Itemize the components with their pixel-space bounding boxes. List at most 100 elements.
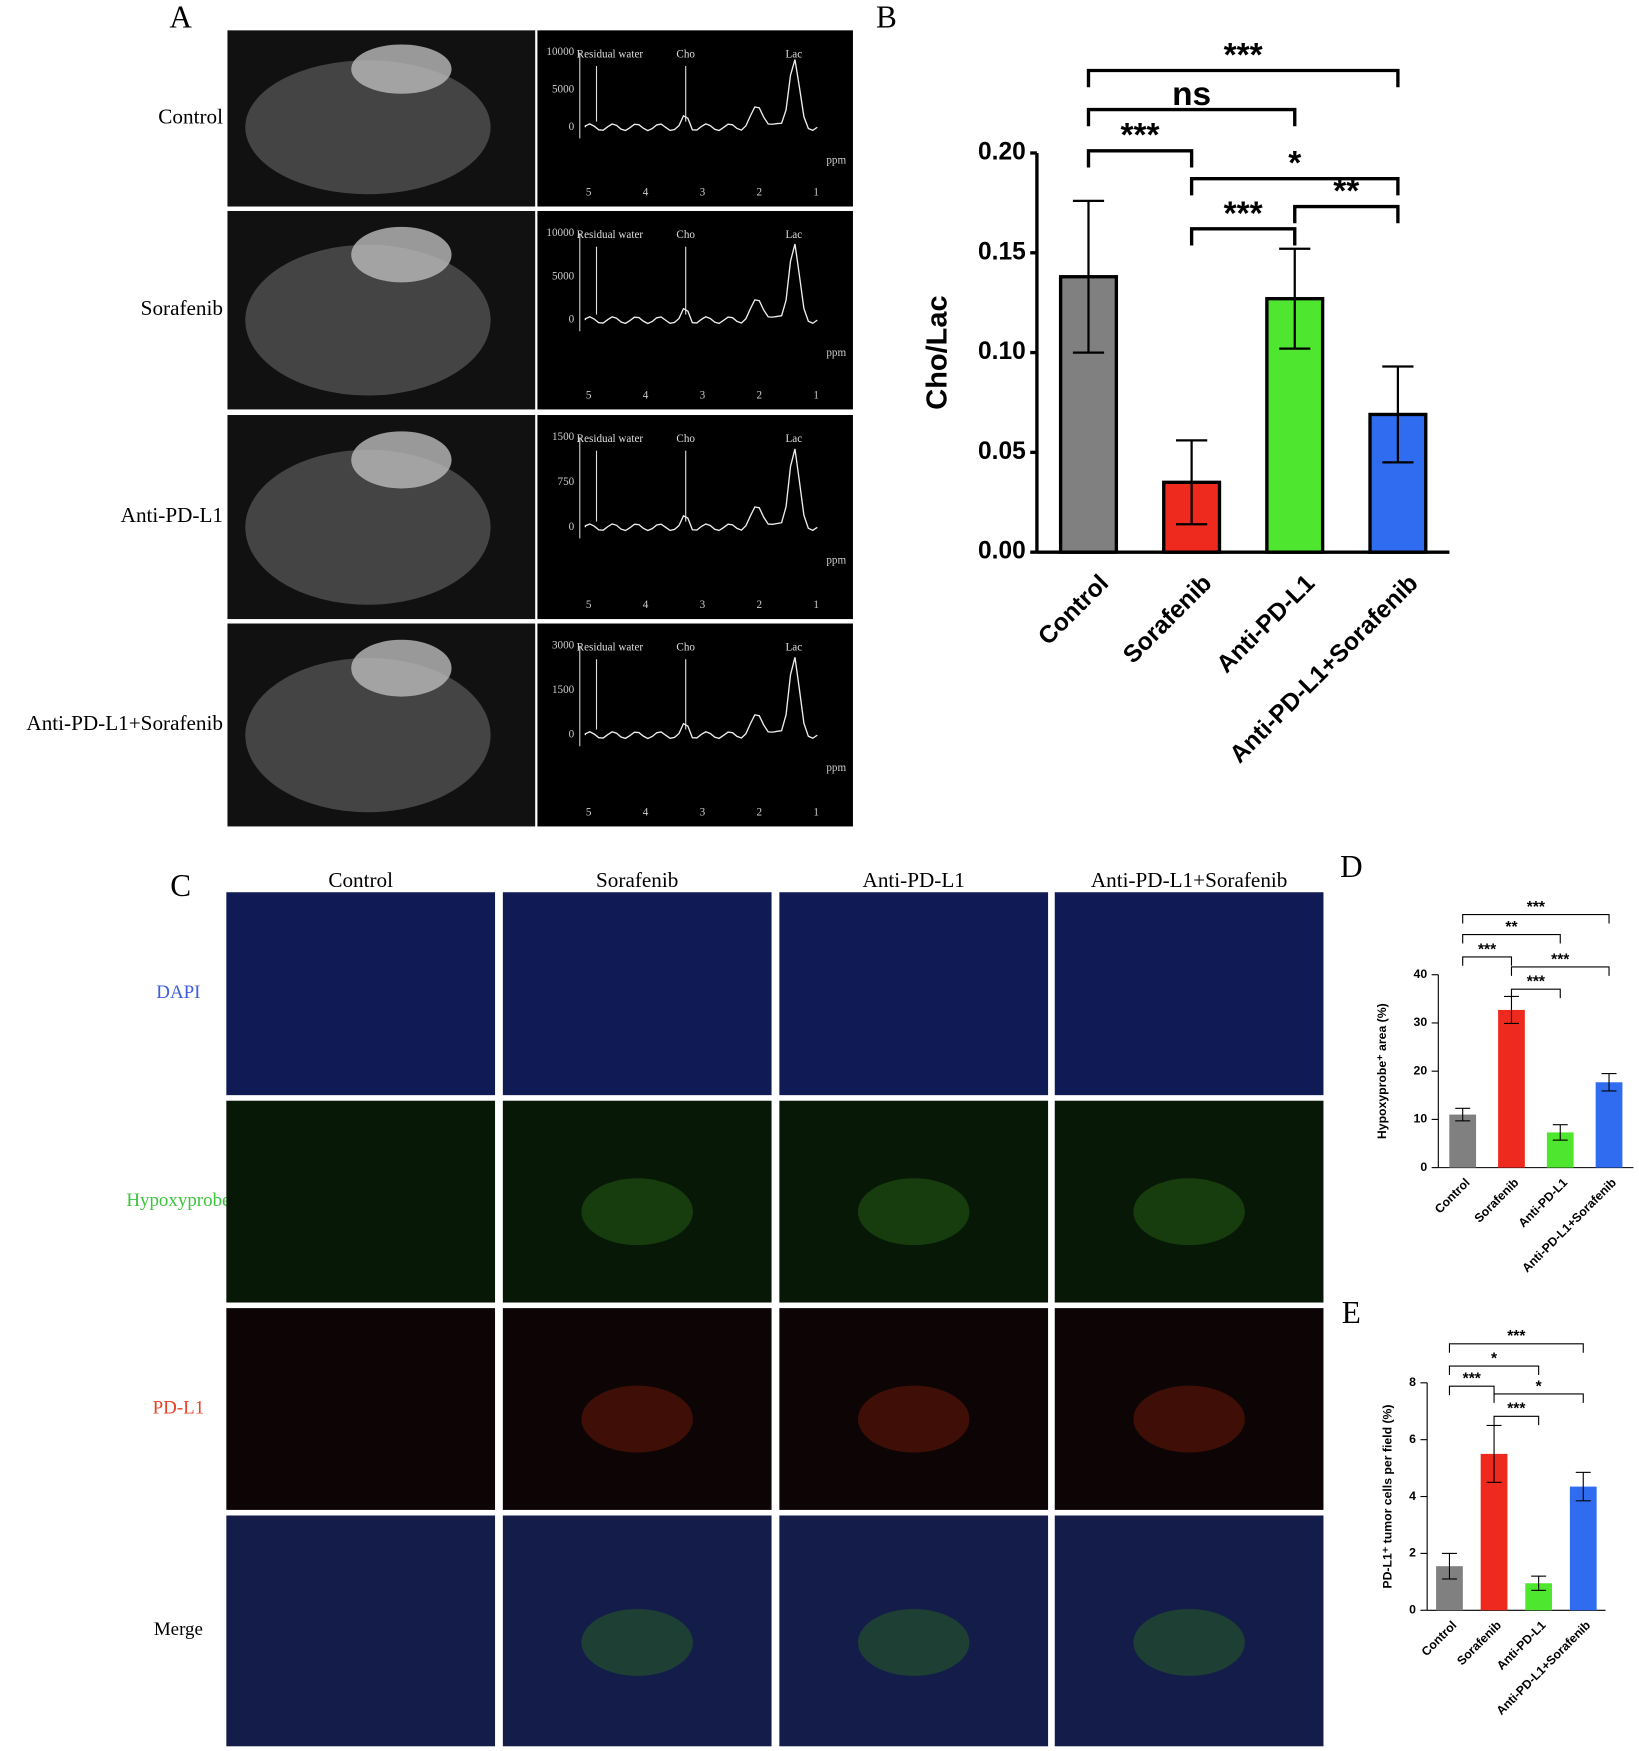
spectrum-xtick: 4 [643,807,649,819]
peak-label: Residual water [577,229,644,241]
significance-bracket [1510,966,1610,976]
peak-label: Lac [786,48,803,60]
peak-label: Residual water [577,642,644,654]
spectrum-xtick: 2 [757,187,763,199]
row-label: Anti-PD-L1+Sorafenib [26,711,223,735]
y-tick-label: 6 [1409,1432,1416,1446]
panel-letter: C [170,868,191,903]
significance-label: *** [1507,1401,1526,1418]
micrograph [1054,1100,1324,1303]
spectrum-ytick: 10000 [546,227,574,239]
micrograph [502,1308,772,1510]
spectrum-panel [537,415,853,620]
peak-label: Cho [676,48,695,60]
y-tick-label: 0.20 [978,138,1026,165]
significance-bracket [1086,68,1400,88]
significance-bracket [1448,1365,1540,1376]
spectrum-line [584,243,818,325]
spectrum-xtick: 5 [586,390,592,402]
row-label: DAPI [156,982,200,1003]
significance-label: *** [1224,37,1263,74]
spectrum-xtick: 2 [757,599,763,611]
spectrum-unit: ppm [826,762,846,774]
significance-label: ns [1172,76,1211,113]
column-header: Control [328,868,393,892]
peak-label: Residual water [577,433,644,445]
spectrum-ytick: 750 [558,476,575,488]
spectrum-xtick: 2 [757,807,763,819]
significance-bracket [1448,1343,1584,1353]
significance-label: *** [1551,951,1570,968]
significance-bracket [1493,1393,1584,1403]
mri-tumor [351,44,452,94]
significance-label: * [1288,145,1301,182]
spectrum-xtick: 3 [700,390,706,402]
panel-letter: A [169,0,192,34]
y-tick-label: 0.10 [978,338,1026,365]
y-tick-label: 0.00 [978,538,1026,565]
significance-label: *** [1121,117,1160,154]
spectrum-ytick: 0 [569,521,575,533]
stain-region [857,1385,970,1453]
significance-label: *** [1527,974,1546,991]
stain-region [581,1608,693,1676]
mri-tumor [351,431,452,489]
y-tick-label: 0 [1420,1160,1427,1174]
significance-bracket [1448,1385,1495,1396]
significance-label: *** [1463,1371,1482,1388]
stain-region [1133,1608,1245,1676]
spectrum-xtick: 5 [586,599,592,611]
panel-letter: E [1342,1295,1361,1330]
spectrum-xtick: 2 [757,390,763,402]
spectrum-xtick: 3 [700,599,706,611]
mri-tissue [245,449,491,605]
y-tick-label: 2 [1409,1546,1416,1560]
spectrum-unit: ppm [826,154,846,166]
row-label: Hypoxyprobe [126,1190,230,1211]
spectrum-ytick: 5000 [552,270,575,282]
spectrum-xtick: 3 [700,807,706,819]
row-label: Control [158,104,223,128]
column-header: Sorafenib [596,868,678,892]
peak-label: Lac [786,433,803,445]
micrograph [1054,1515,1324,1747]
panel-letter: D [1340,849,1363,884]
spectrum-xtick: 1 [813,807,819,819]
significance-bracket [1086,107,1297,127]
micrograph [779,892,1049,1096]
significance-bracket [1493,1415,1540,1426]
stain-region [857,1178,970,1246]
micrograph [779,1308,1049,1510]
spectrum-panel [537,30,853,207]
peak-label: Lac [786,642,803,654]
significance-label: *** [1224,195,1263,232]
spectrum-xtick: 5 [586,807,592,819]
stain-region [1133,1178,1245,1246]
micrograph [779,1100,1049,1303]
micrograph [226,1100,496,1303]
y-tick-label: 10 [1414,1112,1428,1126]
panel-letter: B [876,0,897,34]
row-label: Anti-PD-L1 [121,503,223,527]
spectrum-line [584,448,818,532]
peak-label: Cho [676,229,695,241]
stain-region [581,1178,693,1246]
micrograph [502,1515,772,1747]
spectrum-panel [537,623,853,827]
y-tick-label: 4 [1409,1489,1416,1503]
row-label: Merge [154,1619,203,1640]
significance-bracket [1462,934,1561,944]
y-tick-label: 40 [1414,967,1428,981]
spectrum-xtick: 4 [643,599,649,611]
mri-tissue [245,658,491,813]
significance-bracket [1189,176,1400,196]
micrograph [226,1308,496,1510]
micrograph [779,1515,1049,1747]
y-tick-label: 0.15 [978,238,1026,265]
spectrum-xtick: 5 [586,187,592,199]
spectrum-xtick: 1 [813,599,819,611]
significance-bracket [1189,227,1297,246]
significance-label: *** [1507,1328,1526,1345]
stain-region [1133,1385,1245,1453]
spectrum-xtick: 4 [643,390,649,402]
